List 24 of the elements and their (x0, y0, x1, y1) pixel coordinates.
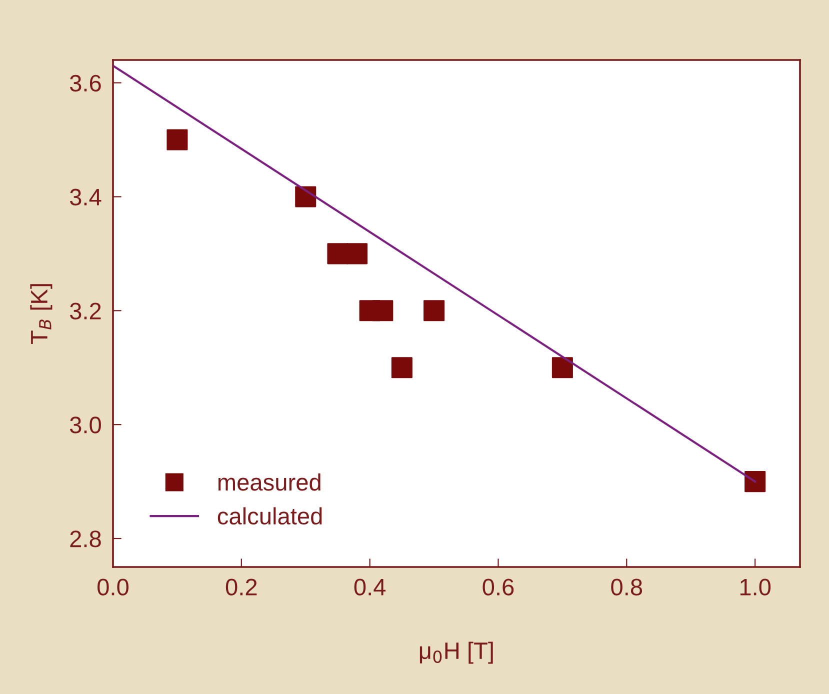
point (295, 186, 316, 208)
legend-label: calculated (218, 507, 322, 525)
x-axis-title: μ$_{0}$H [T] (420, 642, 493, 664)
point (424, 300, 445, 322)
point (346, 243, 368, 264)
y-axis-title: T$_{B}$ [K] (30, 284, 52, 344)
x-tick-label: 0.2 (226, 578, 257, 596)
x-tick-label: 0.0 (98, 578, 128, 596)
x-tick-label: 0.6 (482, 578, 514, 596)
point (327, 243, 348, 264)
point (744, 471, 766, 492)
y-tick-label: 3.4 (70, 188, 102, 206)
x-tick-label: 0.4 (354, 578, 386, 596)
y-tick-label: 3.2 (70, 302, 101, 320)
x-tick-label: 0.8 (611, 578, 642, 596)
point (552, 357, 573, 378)
point (391, 357, 412, 378)
legend-label: measured (218, 473, 320, 491)
y-tick-label: 2.8 (70, 530, 101, 548)
x-tick-label: 1.0 (740, 578, 771, 596)
y-tick-label: 3.6 (70, 74, 101, 92)
point (166, 129, 188, 150)
point (372, 300, 394, 322)
y-tick-label: 3.0 (70, 416, 101, 434)
